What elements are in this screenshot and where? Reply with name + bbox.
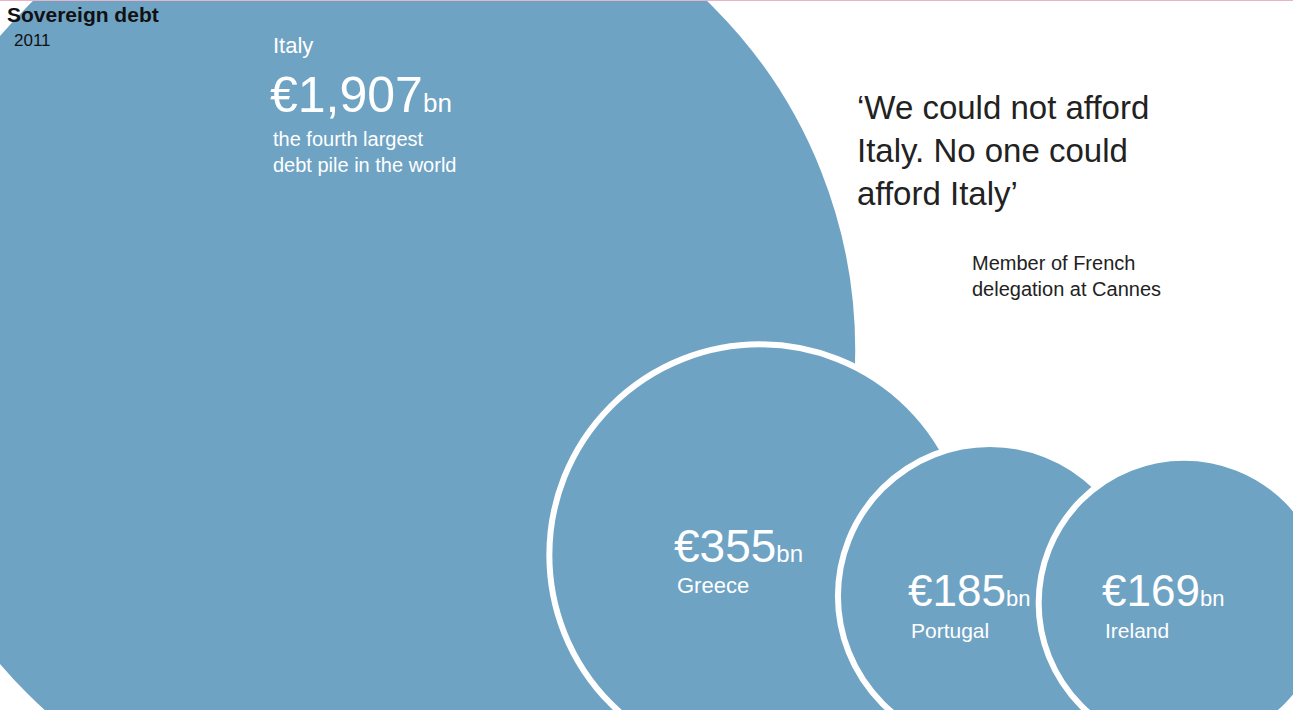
- svg-text:Portugal: Portugal: [911, 619, 989, 642]
- svg-text:the fourth largestdebt pile in: the fourth largestdebt pile in the world: [273, 128, 456, 176]
- svg-text:Member of Frenchdelegation at: Member of Frenchdelegation at Cannes: [972, 252, 1161, 300]
- svg-text:€1,907bn: €1,907bn: [270, 67, 452, 123]
- svg-text:Sovereign debt: Sovereign debt: [7, 3, 159, 26]
- svg-text:Greece: Greece: [677, 573, 749, 598]
- svg-text:€185bn: €185bn: [908, 566, 1030, 615]
- svg-text:€355bn: €355bn: [674, 520, 803, 572]
- svg-text:€169bn: €169bn: [1102, 566, 1224, 615]
- svg-text:‘We could not affordItaly. No: ‘We could not affordItaly. No one coulda…: [857, 89, 1149, 212]
- svg-text:Ireland: Ireland: [1105, 619, 1169, 642]
- svg-text:Italy: Italy: [273, 33, 313, 58]
- svg-text:2011: 2011: [14, 31, 51, 50]
